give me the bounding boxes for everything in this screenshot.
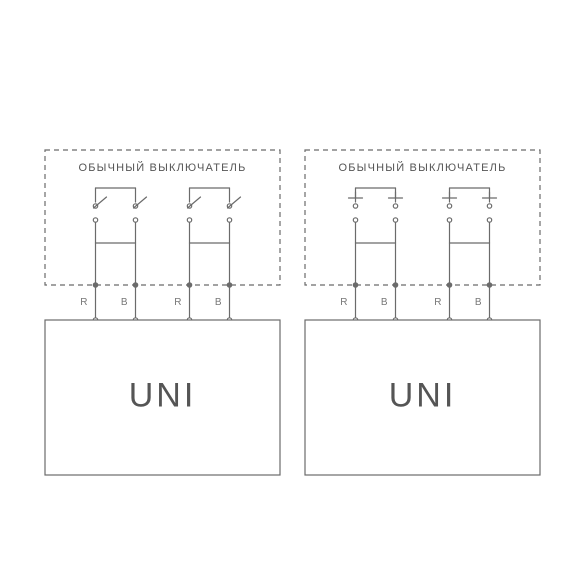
terminal-label: B	[215, 297, 222, 308]
terminal-label: B	[475, 297, 482, 308]
switch-header: ОБЫЧНЫЙ ВЫКЛЮЧАТЕЛЬ	[338, 161, 506, 174]
terminal-label: R	[434, 297, 441, 308]
uni-label: UNI	[389, 376, 457, 414]
wiring-diagram: ОБЫЧНЫЙ ВЫКЛЮЧАТЕЛЬRBRBUNIОБЫЧНЫЙ ВЫКЛЮЧ…	[0, 0, 585, 585]
terminal-label: B	[121, 297, 128, 308]
terminal-label: R	[174, 297, 181, 308]
terminal-label: B	[381, 297, 388, 308]
switch-header: ОБЫЧНЫЙ ВЫКЛЮЧАТЕЛЬ	[78, 161, 246, 174]
uni-label: UNI	[129, 376, 197, 414]
panel-right: ОБЫЧНЫЙ ВЫКЛЮЧАТЕЛЬ R B R B UNI	[305, 150, 540, 475]
panel-left: ОБЫЧНЫЙ ВЫКЛЮЧАТЕЛЬ R B R B UNI	[45, 150, 280, 475]
terminal-label: R	[80, 297, 87, 308]
terminal-label: R	[340, 297, 347, 308]
